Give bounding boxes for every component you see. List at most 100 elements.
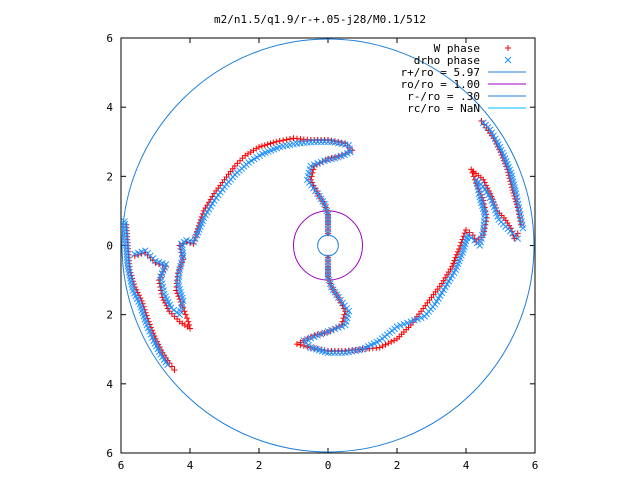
w-phase-point <box>340 315 347 322</box>
w-phase-point <box>283 136 290 143</box>
x-tick-label: 2 <box>394 459 401 472</box>
w-phase-point <box>449 263 456 270</box>
x-tick-label: 0 <box>325 459 332 472</box>
w-phase-point <box>297 341 304 348</box>
drho-phase-point <box>414 315 422 323</box>
drho-phase-point <box>400 320 408 328</box>
x-tick-label: 4 <box>463 459 470 472</box>
drho-phase-point <box>397 322 404 329</box>
x-tick-label: 6 <box>118 459 125 472</box>
drho-phase-point <box>193 231 201 239</box>
w-phase-point <box>463 226 469 233</box>
y-tick-label: 0 <box>106 240 113 253</box>
drho-phase-point <box>488 129 496 137</box>
drho-phase-point <box>121 220 129 228</box>
w-phase-point <box>308 173 315 180</box>
drho-phase-point <box>321 329 328 337</box>
w-phase-point <box>469 169 476 176</box>
x-tick-label: 6 <box>532 459 539 472</box>
drho-phase-point <box>122 229 129 237</box>
drho-phase-point <box>121 217 128 225</box>
w-phase-point <box>183 315 190 322</box>
w-phase-point <box>309 169 316 176</box>
w-phase-point <box>379 343 386 350</box>
drho-phase-point <box>122 238 130 246</box>
x-tick-label: 2 <box>256 459 263 472</box>
drho-phase-point <box>164 361 171 369</box>
drho-phase-point <box>464 231 472 239</box>
w-phase-point <box>452 254 459 261</box>
w-phase-point <box>307 334 314 341</box>
w-phase-point <box>451 257 458 264</box>
y-tick-label: 2 <box>106 170 113 183</box>
legend-swatch <box>505 45 511 51</box>
drho-phase-point <box>334 324 342 331</box>
drho-phase-point <box>407 318 415 325</box>
legend-label: ro/ro = 1.00 <box>401 78 480 91</box>
w-phase-point <box>341 311 348 318</box>
w-phase-point <box>382 341 389 348</box>
drho-phase-point <box>314 332 322 339</box>
w-phase-point <box>287 135 294 142</box>
drho-phase-point <box>310 161 318 169</box>
legend-label: drho phase <box>414 54 480 67</box>
drho-phase-point <box>393 323 401 331</box>
drho-phase-point <box>338 322 346 330</box>
w-phase-point <box>469 232 476 239</box>
w-phase-point <box>456 245 463 252</box>
w-phase-point <box>258 143 265 150</box>
w-phase-point <box>376 344 383 351</box>
w-phase-point <box>388 338 395 345</box>
drho-phase-point <box>123 247 131 255</box>
w-phase-point <box>311 162 318 169</box>
drho-phase-point <box>123 250 131 258</box>
w-phase-point <box>484 185 491 192</box>
w-phase-point <box>290 135 297 142</box>
legend-label: rc/ro = NaN <box>407 102 480 115</box>
drho-phase-point <box>403 319 411 327</box>
w-phase-point <box>237 157 244 164</box>
w-phase-point <box>310 166 317 173</box>
w-phase-point <box>242 152 249 159</box>
w-phase-point <box>454 248 461 255</box>
w-phase-point <box>339 318 346 325</box>
drho-phase-point <box>324 328 332 335</box>
w-phase-point <box>314 331 321 338</box>
drho-phase-point <box>467 234 475 242</box>
x-tick-label: 4 <box>187 459 194 472</box>
w-phase-point <box>338 322 345 329</box>
w-phase-point <box>273 138 280 145</box>
w-phase-point <box>239 155 246 162</box>
circle-r- <box>317 234 339 257</box>
drho-phase-point <box>122 235 130 243</box>
w-phase-point <box>270 139 277 146</box>
drho-phase-point <box>490 132 497 140</box>
drho-phase-point <box>331 325 339 333</box>
drho-phase-point <box>410 316 418 324</box>
w-phase-point <box>176 318 183 325</box>
w-phase-point <box>457 242 464 249</box>
drho-phase-point <box>191 235 199 242</box>
legend-label: r-/ro = .30 <box>407 90 480 103</box>
drho-phase-point <box>328 326 335 334</box>
drho-phase-point <box>121 223 129 231</box>
y-tick-label: 4 <box>106 101 113 114</box>
drho-phase-point <box>122 241 130 249</box>
drho-phase-point <box>123 253 131 261</box>
w-phase-point <box>466 229 473 236</box>
drho-phase-point <box>417 314 425 322</box>
drho-phase-point <box>123 244 130 252</box>
drho-phase-point <box>519 224 527 232</box>
w-phase-point <box>391 337 398 344</box>
data-markers <box>121 118 527 373</box>
y-tick-label: 2 <box>106 309 113 322</box>
drho-phase-point <box>314 160 322 167</box>
w-phase-point <box>171 367 178 373</box>
drho-phase-point <box>341 321 349 329</box>
drho-phase-point <box>303 335 311 343</box>
w-phase-point <box>450 260 457 267</box>
drho-phase-point <box>124 259 132 267</box>
legend-label: r+/ro = 5.97 <box>401 66 480 79</box>
